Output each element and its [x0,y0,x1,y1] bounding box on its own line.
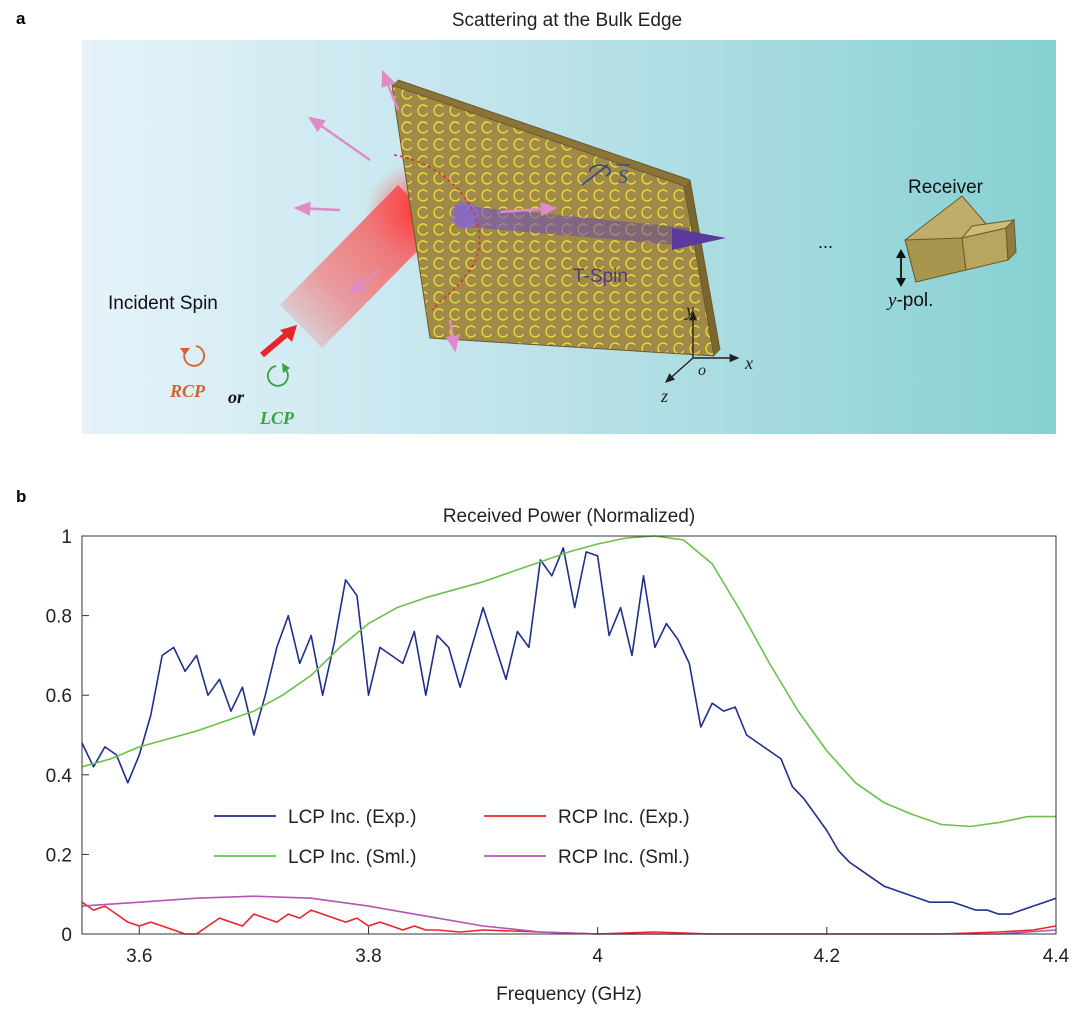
x-tick-label-3: 4.2 [814,946,840,967]
or-label: or [228,387,245,407]
rcp-icon [180,345,205,367]
y-tick-label-0: 0 [61,925,72,946]
wavefront-dashed [393,154,481,311]
axis-y-label: y [684,300,694,320]
x-tick-label-1: 3.8 [355,946,381,967]
legend-label-rcp-exp: RCP Inc. (Exp.) [558,807,690,828]
legend: LCP Inc. (Exp.) RCP Inc. (Exp.) LCP Inc.… [214,807,690,868]
plot-frame [81,535,1057,935]
x-tick-label-4: 4.4 [1043,946,1070,967]
y-tick-label-5: 1 [61,527,72,548]
series-line-0 [81,547,1057,915]
axis-x-label: x [744,353,753,373]
panel-a: a Scattering at the Bulk Edge [16,9,1056,434]
axis-origin-label: o [698,362,706,379]
incident-arrow [260,330,290,358]
y-tick-label-4: 0.8 [46,607,72,628]
ypol-suffix: -pol. [896,290,933,311]
y-tick-label-1: 0.2 [46,845,72,866]
panel-a-title: Scattering at the Bulk Edge [452,10,682,31]
coordinate-axes [664,310,740,383]
spin-vector: S [581,164,630,188]
series-line-3 [81,895,1057,935]
x-axis-label: Frequency (GHz) [496,984,642,1005]
ypol-arrow [896,249,906,287]
spin-vector-label: S [618,166,628,188]
ypol-var: y [886,290,897,311]
lcp-icon [267,363,290,387]
incident-spin-label: Incident Spin [108,293,218,314]
series-line-1 [81,535,1056,828]
rcp-label: RCP [169,381,206,401]
panel-b: b Received Power (Normalized) Frequency … [16,487,1070,1005]
tspin-beam [455,205,690,246]
y-tick-label-2: 0.4 [46,766,73,787]
legend-label-rcp-sml: RCP Inc. (Sml.) [558,847,690,868]
scattered-arrows [293,69,558,353]
receiver-label: Receiver [908,177,984,198]
incident-arrowhead [280,325,297,342]
x-tick-label-2: 4 [592,946,603,967]
panel-b-label: b [16,487,26,506]
ellipsis-label: ... [818,232,833,252]
lcp-label: LCP [259,408,295,428]
ypol-label: y-pol. [886,290,933,311]
legend-label-lcp-exp: LCP Inc. (Exp.) [288,807,416,828]
chart-title: Received Power (Normalized) [443,506,695,527]
legend-label-lcp-sml: LCP Inc. (Sml.) [288,847,416,868]
receiver-horn [904,195,1017,283]
y-tick-label-3: 0.6 [46,686,72,707]
tspin-label: T-Spin [573,266,628,287]
x-tick-label-0: 3.6 [126,946,152,967]
series-line-2 [81,901,1057,935]
axis-z-label: z [660,386,668,406]
panel-a-label: a [16,9,26,28]
plot-area: 3.6 3.8 4 4.2 4.4 0 0.2 0.4 0.6 0.8 1 [46,527,1070,967]
transmit-arrow [672,228,726,250]
